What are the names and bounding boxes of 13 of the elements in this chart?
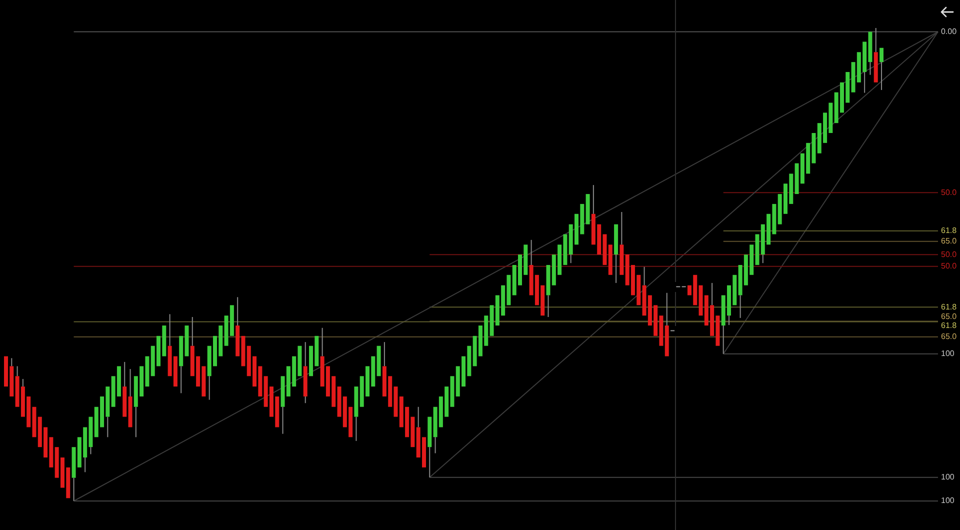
- series-label: 61.8: [941, 226, 958, 236]
- series-label: 50.0: [941, 262, 958, 271]
- series-label: 100: [941, 349, 955, 358]
- series-label: 61.8: [941, 302, 958, 312]
- series-label: 100: [941, 472, 955, 482]
- series-label: 65.0: [941, 312, 958, 322]
- series-label: 50.0: [941, 250, 958, 259]
- series-label: 65.0: [941, 236, 958, 246]
- series-label: 65.0: [941, 332, 958, 342]
- series-label: 50.0: [941, 188, 958, 197]
- series-label: 0.00: [941, 26, 958, 36]
- series-label: 61.8: [941, 321, 958, 330]
- series-label: 100: [941, 496, 955, 506]
